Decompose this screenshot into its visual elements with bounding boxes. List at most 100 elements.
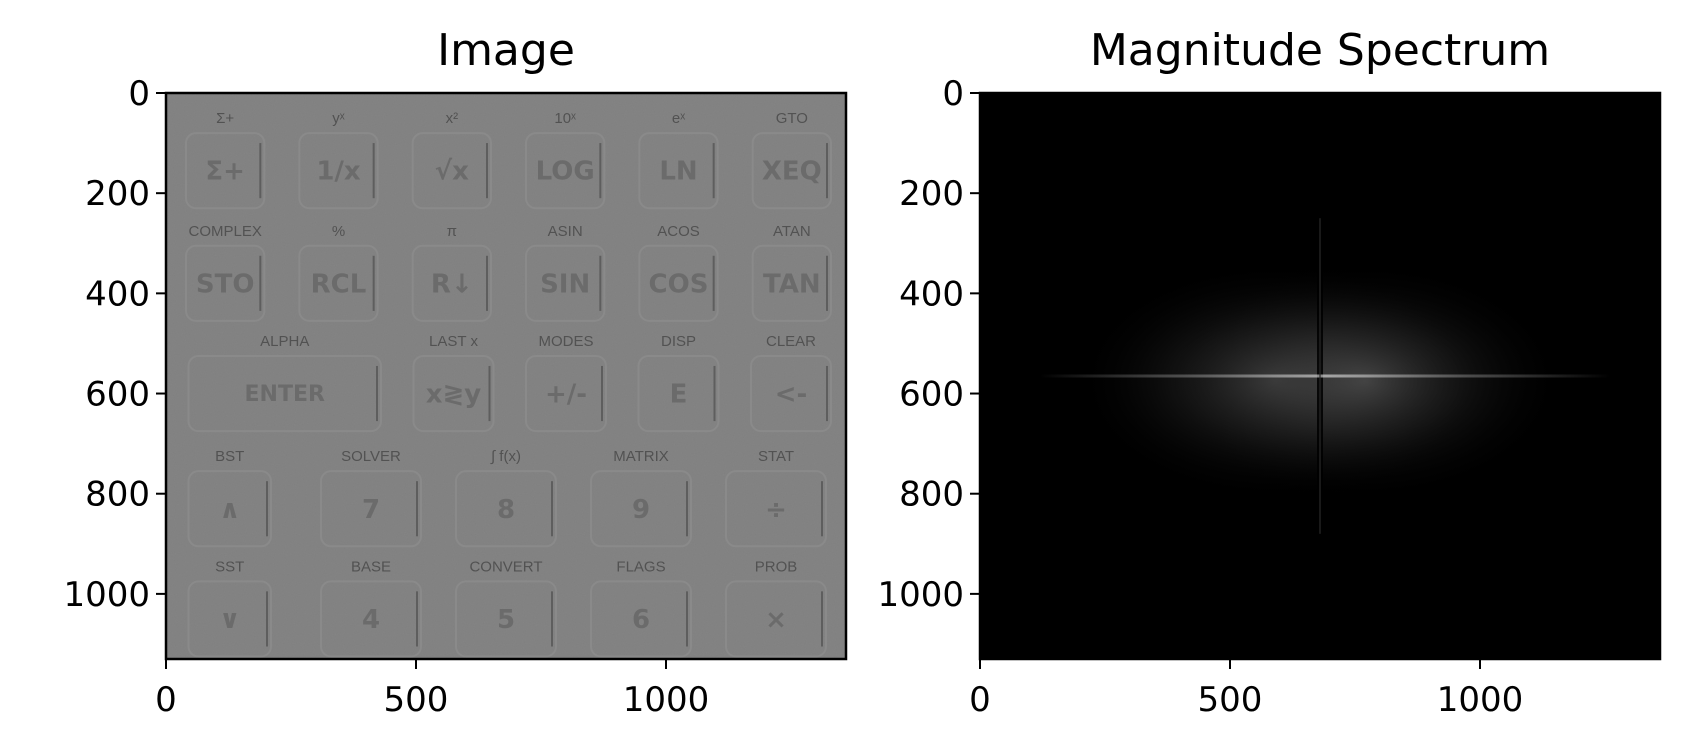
key-outline — [320, 580, 422, 658]
calculator-key: ∧ BST — [187, 448, 272, 548]
key-shift-label: STAT — [758, 448, 794, 465]
calculator-key: XEQ GTO — [751, 110, 833, 210]
calculator-key: Σ+ Σ+ — [185, 110, 266, 210]
calculator-key: LOG 10ˣ — [525, 110, 606, 210]
key-shift-label: PROB — [755, 558, 798, 575]
key-shift-label: 10ˣ — [554, 110, 576, 127]
key-outline — [411, 244, 492, 322]
axes-frame — [164, 91, 848, 661]
calculator-key: 7 SOLVER — [320, 448, 422, 548]
y-tick-label: 800 — [85, 475, 150, 515]
key-outline — [751, 132, 833, 210]
key-face-label: E — [670, 380, 688, 410]
key-shift-label: x² — [446, 110, 459, 127]
calculator-key: R↓ π — [411, 223, 492, 322]
key-face-label: COS — [649, 269, 709, 299]
chart-title: Image — [437, 25, 575, 76]
x-tick-label: 0 — [155, 680, 177, 720]
key-face-label: ÷ — [765, 495, 787, 525]
calculator-key: 8 ∫ f(x) — [455, 448, 557, 548]
key-shift-label: GTO — [776, 110, 808, 127]
key-outline — [298, 132, 379, 210]
calculator-key: ÷ STAT — [725, 448, 827, 548]
y-tick-label: 800 — [899, 475, 964, 515]
key-shift-label: CLEAR — [766, 333, 816, 350]
calculator-key: √x x² — [411, 110, 492, 210]
y-tick-label: 600 — [85, 375, 150, 415]
calculator-key: 9 MATRIX — [590, 448, 692, 548]
key-outline — [638, 244, 719, 322]
key-shift-label: SOLVER — [341, 448, 401, 465]
key-face-label: 7 — [362, 495, 380, 525]
key-shift-label: ∫ f(x) — [490, 448, 521, 465]
key-face-label: ∨ — [219, 605, 240, 635]
key-outline — [750, 354, 832, 433]
y-tick-label: 400 — [85, 274, 150, 314]
key-shift-label: DISP — [661, 333, 696, 350]
key-outline — [187, 580, 272, 658]
calculator-key: COS ACOS — [638, 223, 719, 322]
key-shift-label: % — [332, 223, 345, 240]
x-tick-label: 0 — [969, 680, 991, 720]
calculator-key: 4 BASE — [320, 558, 422, 658]
key-shift-label: ACOS — [657, 223, 700, 240]
key-outline — [455, 580, 557, 658]
key-face-label: 6 — [632, 605, 650, 635]
y-tick-label: 200 — [899, 174, 964, 214]
key-shift-label: MATRIX — [613, 448, 669, 465]
spectrum-panel: Magnitude Spectrum 0 500 1000 0 200 400 600 800 1… — [877, 25, 1662, 720]
key-outline — [187, 354, 382, 433]
image-panel: Σ+ Σ+ 1/x yˣ √x x² LOG 10ˣ LN eˣ XEQ GTO STO COMPLEX R… — [63, 25, 848, 720]
calculator-key: TAN ATAN — [751, 223, 833, 322]
key-shift-label: ATAN — [773, 223, 811, 240]
y-tick-label: 400 — [899, 274, 964, 314]
key-face-label: R↓ — [431, 269, 473, 299]
y-tick-label: 0 — [942, 74, 964, 114]
key-outline — [751, 244, 833, 322]
x-tick-label: 500 — [384, 680, 449, 720]
key-shift-label: FLAGS — [616, 558, 665, 575]
calculator-key: ENTER ALPHA — [187, 333, 382, 433]
x-tick-label: 500 — [1198, 680, 1263, 720]
key-outline — [455, 470, 557, 548]
key-face-label: +/- — [545, 380, 587, 410]
key-outline — [412, 354, 495, 433]
key-outline — [725, 580, 827, 658]
calculator-key: × PROB — [725, 558, 827, 658]
key-shift-label: BST — [215, 448, 244, 465]
key-face-label: Σ+ — [205, 157, 245, 187]
calculator-key: LN eˣ — [638, 110, 719, 210]
calculator-key: ∨ SST — [187, 558, 272, 658]
key-face-label: x≷y — [426, 380, 482, 410]
key-outline — [411, 132, 492, 210]
calculator-key: 1/x yˣ — [298, 110, 379, 210]
key-face-label: LN — [659, 157, 697, 187]
spectrum-content — [980, 93, 1660, 659]
calculator-key: 6 FLAGS — [590, 558, 692, 658]
key-face-label: 8 — [497, 495, 515, 525]
spectrum-horizontal-streak — [1040, 374, 1610, 378]
key-face-label: 1/x — [316, 157, 361, 187]
spectrum-vertical-streak — [1319, 218, 1321, 534]
axes-frame — [978, 91, 1662, 661]
key-face-label: 4 — [362, 605, 380, 635]
key-face-label: × — [765, 605, 787, 635]
key-outline — [725, 470, 827, 548]
y-tick-label: 1000 — [63, 575, 150, 615]
calculator-key: E DISP — [637, 333, 720, 433]
key-outline — [298, 244, 379, 322]
calculator-key: 5 CONVERT — [455, 558, 557, 658]
key-face-label: RCL — [311, 269, 367, 299]
key-shift-label: ASIN — [548, 223, 583, 240]
y-tick-label: 0 — [128, 74, 150, 114]
calculator-key: +/- MODES — [525, 333, 607, 433]
key-shift-label: COMPLEX — [188, 223, 261, 240]
key-outline — [525, 244, 606, 322]
key-face-label: ENTER — [245, 382, 325, 407]
key-face-label: STO — [196, 269, 255, 299]
chart-title: Magnitude Spectrum — [1090, 25, 1550, 76]
calculator-key: RCL% — [298, 223, 379, 322]
key-face-label: ∧ — [219, 495, 240, 525]
key-face-label: SIN — [540, 269, 590, 299]
